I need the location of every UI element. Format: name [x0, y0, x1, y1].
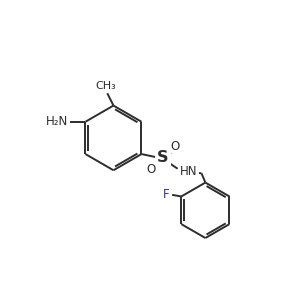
- Text: CH₃: CH₃: [96, 81, 116, 91]
- Text: F: F: [163, 188, 170, 201]
- Text: H₂N: H₂N: [46, 115, 69, 128]
- Text: S: S: [157, 151, 169, 166]
- Text: O: O: [147, 163, 156, 176]
- Text: O: O: [170, 140, 179, 153]
- Text: HN: HN: [180, 165, 197, 178]
